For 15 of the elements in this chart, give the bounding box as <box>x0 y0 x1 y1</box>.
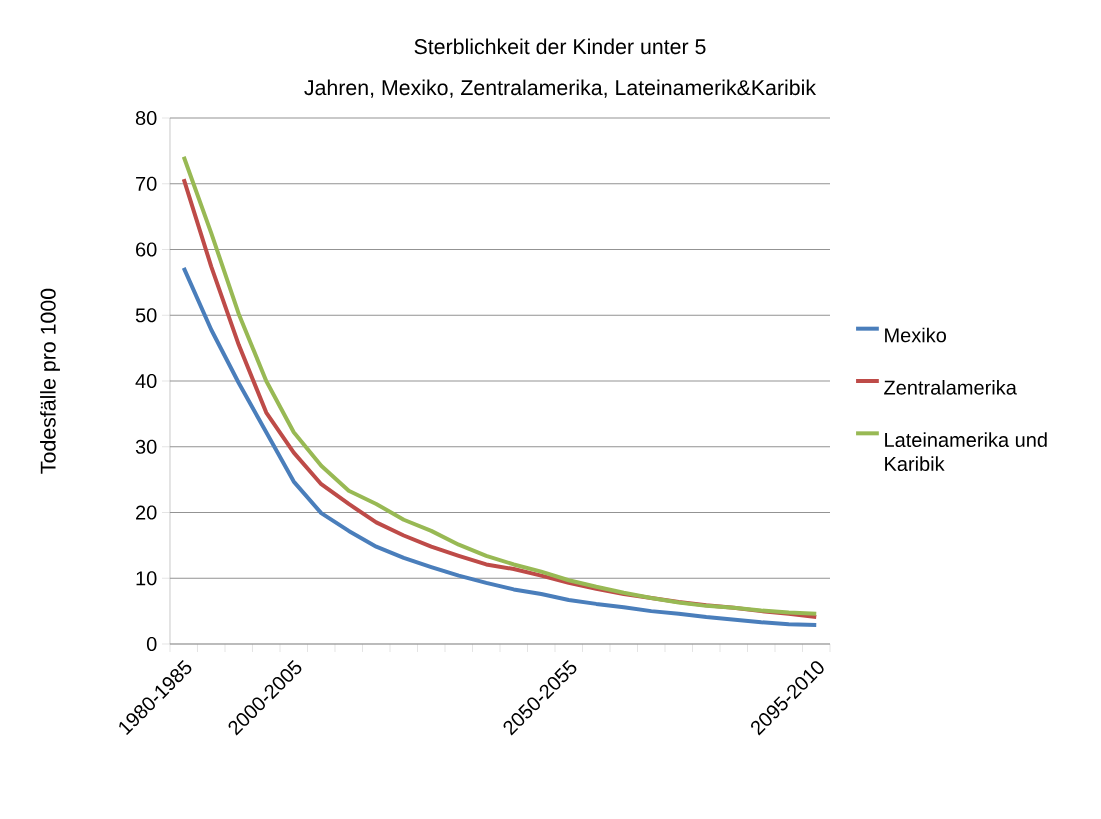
y-tick-label: 70 <box>136 176 157 191</box>
y-tick-label: 0 <box>146 636 157 652</box>
y-tick-label: 30 <box>135 439 157 454</box>
y-tick-label: 40 <box>135 373 157 389</box>
y-tick-label: 50 <box>135 308 157 323</box>
y-tick-label: 20 <box>136 505 157 520</box>
legend-label: Mexiko <box>885 327 947 343</box>
chart-subtitle: Jahren, Mexiko, Zentralamerika, Lateinamerik&Karibik <box>304 79 817 98</box>
y-tick-label: 80 <box>135 110 157 126</box>
legend-label: Lateinamerika und Karibik <box>885 432 1047 472</box>
chart-title: Sterblichkeit der Kinder unter 5 <box>414 38 706 55</box>
y-axis-title: Todesfälle pro 1000 <box>40 288 60 474</box>
legend-label: Zentralamerika <box>884 380 1017 395</box>
y-tick-label: 60 <box>136 242 157 257</box>
y-tick-label: 10 <box>136 571 157 586</box>
